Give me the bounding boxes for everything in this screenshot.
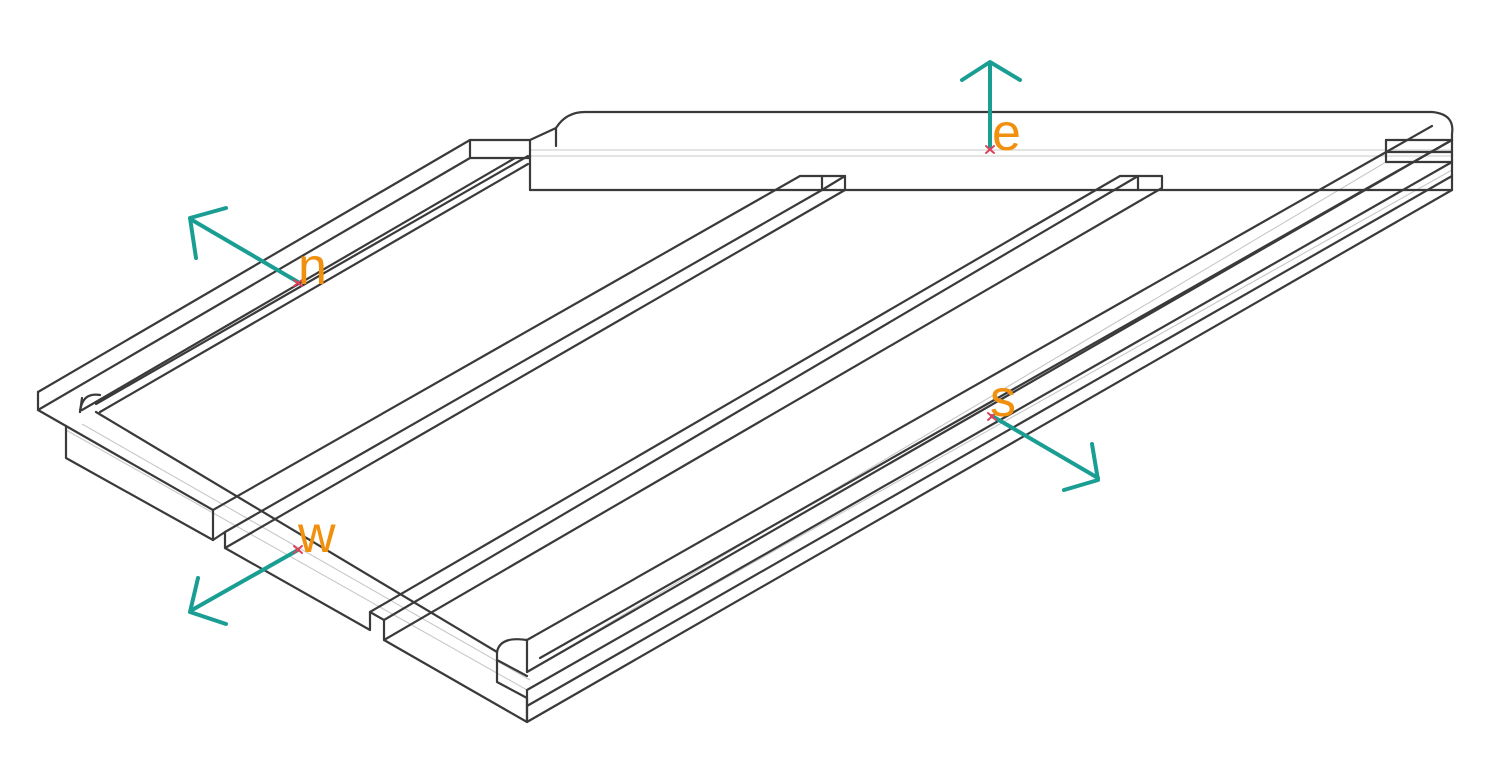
hidden-lines xyxy=(65,149,1453,691)
marker-labels: n e s w xyxy=(297,104,1021,564)
marker-s xyxy=(987,412,997,421)
label-w: w xyxy=(297,506,336,564)
label-s: s xyxy=(990,370,1016,428)
arrow-e xyxy=(960,60,1022,150)
label-n: n xyxy=(298,238,327,296)
marker-n xyxy=(293,279,303,287)
marker-e xyxy=(985,145,995,154)
point-markers xyxy=(293,145,997,554)
arrow-w xyxy=(188,548,300,626)
direction-arrows xyxy=(188,60,1100,626)
arrow-n xyxy=(188,206,300,284)
label-e: e xyxy=(992,104,1021,162)
marker-w xyxy=(293,545,303,554)
panel-outline xyxy=(36,110,1454,724)
arrow-s xyxy=(990,414,1100,492)
